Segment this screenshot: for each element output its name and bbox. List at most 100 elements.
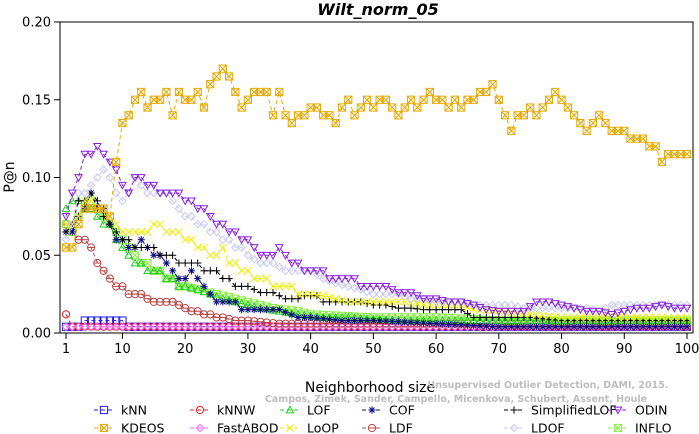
data-point-lof xyxy=(161,273,171,282)
y-tick-label: 0.00 xyxy=(22,327,51,342)
data-point-kdeos xyxy=(124,111,133,120)
data-point-cof xyxy=(432,320,440,328)
data-point-ldf xyxy=(218,313,227,322)
data-point-cof xyxy=(658,323,666,331)
data-point-lof xyxy=(143,266,152,275)
data-point-simplifiedlof xyxy=(419,306,428,314)
data-point-odin xyxy=(118,181,127,190)
x-tick-label: 90 xyxy=(616,342,633,357)
data-point-loop xyxy=(206,251,215,260)
data-point-simplifiedlof xyxy=(369,301,377,309)
data-point-odin xyxy=(582,307,592,316)
data-point-odin xyxy=(274,244,284,253)
data-point-ldof xyxy=(136,180,146,190)
data-point-odin xyxy=(218,220,228,229)
data-point-simplifiedlof xyxy=(238,282,246,290)
data-point-kdeos xyxy=(638,134,648,143)
data-point-cof xyxy=(200,282,208,290)
data-point-ldf xyxy=(118,282,127,291)
data-point-ldof xyxy=(86,180,96,190)
data-point-simplifiedlof xyxy=(445,306,453,314)
data-point-odin xyxy=(481,306,491,315)
data-point-loop xyxy=(501,307,510,316)
data-point-ldf xyxy=(99,266,108,275)
data-point-cof xyxy=(369,316,377,325)
data-point-ldf xyxy=(174,300,184,310)
data-point-fastabod xyxy=(67,322,77,332)
data-point-simplifiedlof xyxy=(426,306,434,314)
data-point-simplifiedlof xyxy=(275,292,283,300)
data-point-ldof xyxy=(394,289,403,299)
data-point-cof xyxy=(169,267,177,275)
data-point-simplifiedlof xyxy=(112,228,120,236)
data-point-cof xyxy=(608,323,616,331)
data-point-odin xyxy=(406,289,416,298)
legend-marker-ldf xyxy=(367,423,377,433)
data-point-odin xyxy=(312,267,322,276)
data-point-ldof xyxy=(312,270,322,279)
data-point-loop xyxy=(124,227,133,236)
data-point-loop xyxy=(143,227,152,236)
data-point-cof xyxy=(338,316,346,325)
data-point-fastabod xyxy=(381,322,391,332)
data-point-odin xyxy=(456,298,466,307)
data-point-kdeos xyxy=(112,157,121,167)
data-point-kdeos xyxy=(526,103,535,112)
data-point-fastabod xyxy=(61,322,71,332)
data-point-cof xyxy=(645,323,653,331)
data-point-fastabod xyxy=(86,322,96,332)
data-point-simplifiedlof xyxy=(175,259,183,267)
data-point-loop xyxy=(551,312,560,321)
data-point-odin xyxy=(538,298,548,307)
data-point-kdeos xyxy=(312,103,322,112)
data-point-cof xyxy=(125,243,133,252)
data-point-simplifiedlof xyxy=(307,292,315,300)
data-point-simplifiedlof xyxy=(244,282,252,290)
data-point-simplifiedlof xyxy=(363,299,371,308)
data-point-cof xyxy=(545,323,553,331)
data-point-fastabod xyxy=(136,322,146,332)
data-point-odin xyxy=(607,310,617,319)
data-point-odin xyxy=(469,301,479,310)
data-point-simplifiedlof xyxy=(93,197,101,205)
data-point-ldf xyxy=(168,297,177,306)
data-point-ldof xyxy=(149,188,159,198)
data-point-loop xyxy=(112,220,121,229)
data-point-loop xyxy=(287,282,296,291)
data-point-kdeos xyxy=(582,126,591,135)
data-point-cof xyxy=(300,313,308,322)
data-point-fastabod xyxy=(281,322,290,332)
data-point-simplifiedlof xyxy=(206,267,214,275)
data-point-odin xyxy=(212,220,221,229)
data-point-kdeos xyxy=(168,111,177,120)
data-point-simplifiedlof xyxy=(438,306,446,314)
data-point-cof xyxy=(225,298,233,306)
data-point-loop xyxy=(545,312,553,321)
data-point-cof xyxy=(112,236,120,244)
data-point-odin xyxy=(400,289,410,298)
data-point-loop xyxy=(319,291,328,300)
legend-marker-knn xyxy=(99,405,109,415)
data-point-simplifiedlof xyxy=(570,316,578,325)
data-point-cof xyxy=(388,317,396,326)
data-point-kdeos xyxy=(369,103,378,112)
data-point-odin xyxy=(337,275,347,284)
data-point-simplifiedlof xyxy=(633,316,641,325)
data-point-simplifiedlof xyxy=(539,315,547,323)
data-point-loop xyxy=(269,282,277,291)
data-point-ldf xyxy=(143,294,152,303)
data-point-loop xyxy=(331,294,340,303)
data-point-odin xyxy=(187,197,196,206)
data-point-odin xyxy=(613,309,623,318)
data-point-cof xyxy=(181,274,189,283)
data-point-loop xyxy=(557,313,566,322)
data-point-kdeos xyxy=(331,118,340,128)
data-point-fastabod xyxy=(306,322,315,332)
data-point-ldof xyxy=(343,282,353,291)
data-point-fastabod xyxy=(155,322,165,332)
data-point-odin xyxy=(437,296,447,305)
data-point-ldof xyxy=(325,276,334,286)
data-point-odin xyxy=(143,181,152,190)
data-point-kdeos xyxy=(519,111,529,120)
legend: kNN kNNW LOF COF SimplifiedLOF ODIN KDEOS FastA… xyxy=(94,403,672,434)
